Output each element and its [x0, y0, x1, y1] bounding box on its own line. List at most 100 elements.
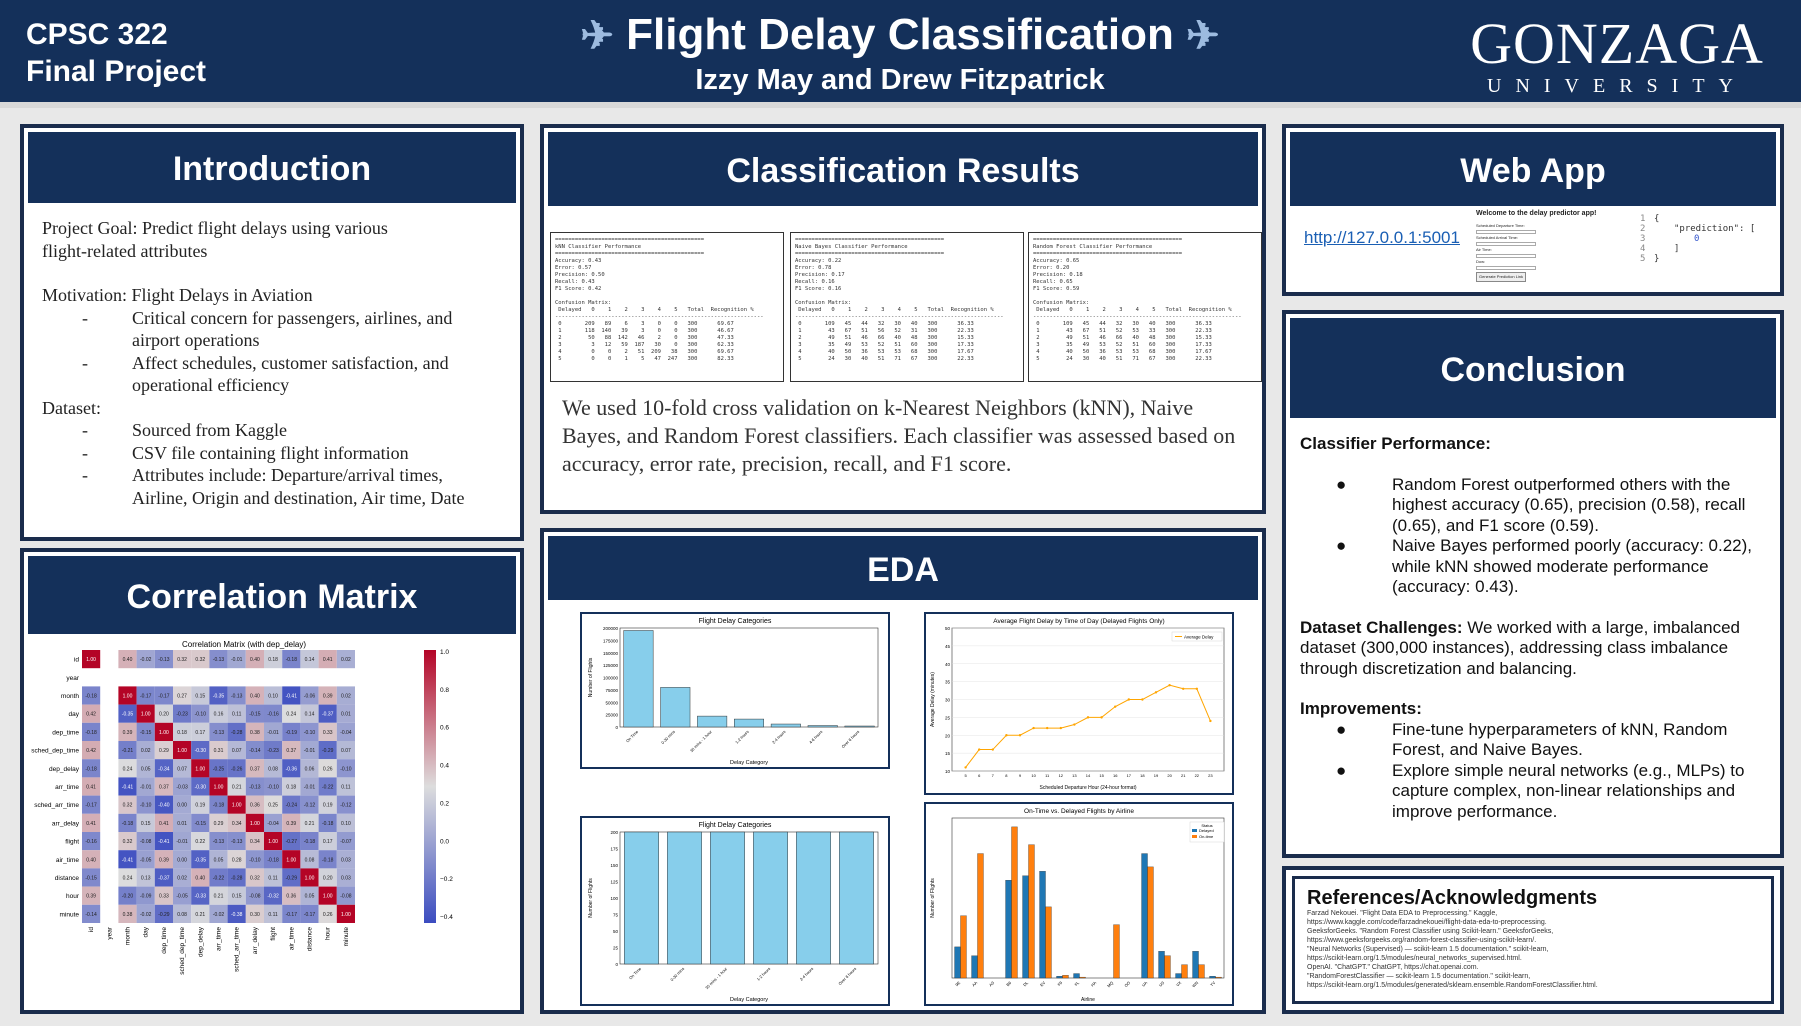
- y-tick-label: 175: [610, 847, 618, 852]
- heatmap-cell-label: 0.18: [177, 730, 187, 736]
- y-tick-label: 40: [945, 662, 951, 667]
- line-number: 4: [1640, 244, 1646, 254]
- heatmap-cell-label: 0.36: [286, 894, 296, 900]
- data-point: [1127, 698, 1130, 701]
- heatmap-cell: [264, 722, 283, 741]
- heatmap-col-label: hour: [325, 926, 332, 940]
- airline-svg: On-Time vs. Delayed Flights by Airline 9E…: [930, 808, 1225, 1003]
- heatmap-cell: [173, 850, 192, 869]
- x-tick-label: 4-6 hours: [808, 729, 823, 744]
- heatmap-cell: [282, 850, 301, 869]
- bar-delayed: [1175, 973, 1182, 979]
- x-tick-label: 17: [1127, 773, 1132, 778]
- introduction-body: Project Goal: Predict flight delays usin…: [24, 203, 520, 509]
- heatmap-cell: [136, 722, 155, 741]
- heatmap-cell-label: 0.40: [250, 657, 260, 663]
- heatmap-cell-label: 0.11: [268, 876, 278, 882]
- heatmap-cell-label: -0.08: [249, 894, 261, 900]
- webapp-link[interactable]: http://127.0.0.1:5001: [1304, 228, 1460, 247]
- heatmap-cell-label: -0.22: [213, 876, 225, 882]
- list-item: - Sourced from Kaggle: [82, 420, 287, 440]
- heatmap-cell: [209, 795, 228, 814]
- heatmap-cell: [300, 686, 319, 705]
- y-tick-label: 50: [945, 626, 951, 631]
- heatmap-cell-label: 0.22: [195, 839, 205, 845]
- heatmap-cell-label: 0.01: [177, 821, 187, 827]
- heatmap-cell-label: 0.07: [177, 766, 187, 772]
- heatmap-cell: [336, 832, 355, 851]
- heatmap-cell-label: 0.42: [86, 748, 96, 754]
- heatmap-cell: [227, 704, 246, 723]
- heatmap-cell: [173, 722, 192, 741]
- bar: [623, 630, 654, 728]
- heatmap-cell-label: 0.17: [323, 839, 333, 845]
- heatmap-cell: [300, 704, 319, 723]
- heatmap-cell-label: -0.16: [85, 839, 97, 845]
- data-point: [1154, 691, 1158, 694]
- heatmap-col-label: arr_delay: [252, 926, 259, 954]
- reference-line: https://www.kaggle.com/code/farzadnekoue…: [1307, 919, 1547, 926]
- dataset-item: CSV file containing flight information: [132, 442, 409, 463]
- heatmap-cell: [173, 904, 192, 923]
- heatmap-cell: [136, 741, 155, 760]
- heatmap-cell: [209, 868, 228, 887]
- x-tick-label: 5: [964, 773, 967, 778]
- heatmap-cell: [82, 704, 101, 723]
- bar: [770, 723, 801, 728]
- heatmap-cell: [191, 650, 210, 669]
- heatmap-cell-label: -0.28: [231, 876, 243, 882]
- heatmap-cell: [82, 722, 101, 741]
- bar: [624, 831, 659, 965]
- heatmap-cell: [82, 686, 101, 705]
- heatmap-cell: [191, 759, 210, 778]
- eda-heading-text: EDA: [867, 551, 939, 589]
- heatmap-cell: [245, 759, 264, 778]
- heatmap-cell: [336, 904, 355, 923]
- heatmap-cell: [191, 777, 210, 796]
- heatmap-cell: [209, 813, 228, 832]
- challenges-text: We worked with a large, imbalanced datas…: [1300, 617, 1740, 678]
- generate-prediction-button[interactable]: Generate Prediction Link: [1476, 272, 1527, 282]
- heatmap-cell: [282, 722, 301, 741]
- x-tick-label: On Time: [625, 729, 640, 744]
- heatmap-row-label: flight: [65, 839, 79, 846]
- heatmap-row-label: dep_delay: [49, 766, 80, 773]
- heatmap-cell: [336, 741, 355, 760]
- avg-delay-chart: Average Flight Delay by Time of Day (Del…: [924, 612, 1234, 795]
- heatmap-col-label: dep_time: [161, 927, 168, 954]
- heatmap-cell-label: -0.02: [213, 912, 225, 918]
- heatmap-cell: [154, 832, 173, 851]
- heatmap-cell-label: -0.33: [195, 894, 207, 900]
- heatmap-cell-label: 1.00: [159, 730, 169, 736]
- heatmap-row-label: id: [74, 657, 79, 664]
- line-number: 2: [1640, 224, 1646, 234]
- heatmap-cell-label: -0.12: [304, 803, 316, 809]
- data-point: [1073, 723, 1076, 726]
- heatmap-cell-label: 0.02: [341, 694, 351, 700]
- x-tick-label: 11: [1045, 773, 1050, 778]
- motivation-item: Critical concern for passengers, airline…: [132, 307, 453, 351]
- heatmap-row-label: minute: [59, 911, 79, 918]
- form-field-input[interactable]: [1476, 254, 1536, 258]
- bar: [697, 715, 728, 728]
- legend-label: Delayed: [1199, 828, 1214, 833]
- project-goal-cont: flight-related attributes: [42, 240, 208, 261]
- heatmap-cell: [136, 868, 155, 887]
- form-field-input[interactable]: [1476, 230, 1536, 234]
- heatmap-cell-label: -0.05: [140, 857, 152, 863]
- heatmap-cell-label: 0.39: [123, 730, 133, 736]
- heatmap-cell-label: 0.19: [323, 803, 333, 809]
- heatmap-cell-label: -0.18: [122, 821, 134, 827]
- heatmap-cell-label: -0.30: [195, 785, 207, 791]
- bar-ontime: [1147, 866, 1154, 979]
- dataset-label: Dataset:: [42, 397, 101, 418]
- form-field-input[interactable]: [1476, 242, 1536, 246]
- balanced-categories-chart: Flight Delay Categories 200 175 150 125 100 75…: [580, 816, 890, 1006]
- poster-title: ✈ Flight Delay Classification ✈: [500, 8, 1300, 63]
- introduction-panel: Introduction Project Goal: Predict fligh…: [20, 124, 524, 541]
- heatmap-cell-label: -0.17: [158, 694, 170, 700]
- heatmap-col-label: dep_delay: [197, 926, 204, 957]
- form-field-input[interactable]: [1476, 266, 1536, 270]
- heatmap-cell: [318, 704, 337, 723]
- line-number: 5: [1640, 254, 1646, 264]
